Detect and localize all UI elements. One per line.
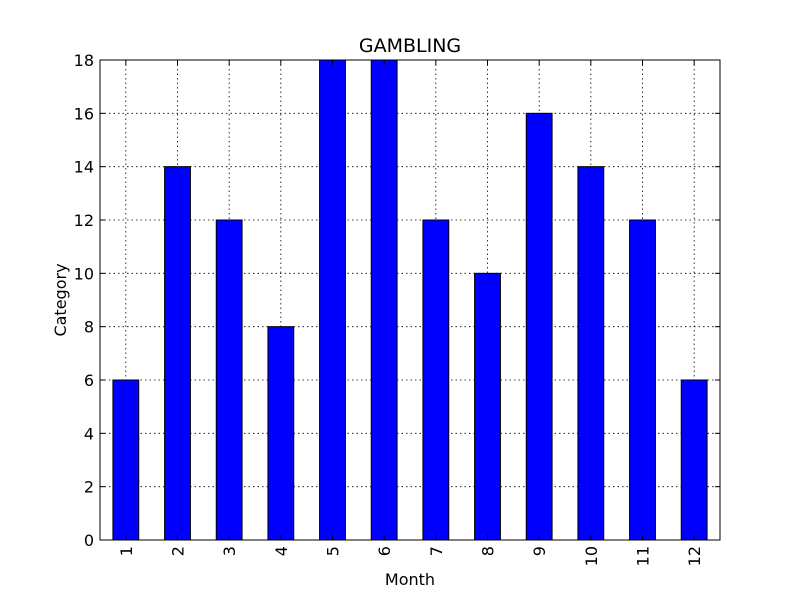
bar-month-1 <box>112 379 140 541</box>
y-tick-label: 12 <box>74 211 94 230</box>
bar-month-6 <box>370 59 398 541</box>
y-tick-label: 14 <box>74 158 94 177</box>
bar-month-3 <box>215 219 243 541</box>
y-tick-label: 18 <box>74 51 94 70</box>
grid <box>100 59 720 541</box>
x-tick-label: 5 <box>324 546 343 556</box>
y-tick-label: 16 <box>74 104 94 123</box>
y-tick-label: 0 <box>84 531 94 550</box>
x-tick-label: 9 <box>530 546 549 556</box>
y-axis-title: Category <box>51 263 70 336</box>
x-tick-label: 10 <box>582 546 601 566</box>
x-tick-label: 6 <box>375 546 394 556</box>
y-tick-label: 2 <box>84 478 94 497</box>
x-tick-label: 3 <box>220 546 239 556</box>
x-tick-label: 4 <box>272 546 291 556</box>
plot-frame <box>99 59 721 541</box>
x-tick-label: 1 <box>117 546 136 556</box>
y-tick-label: 4 <box>84 424 94 443</box>
bar-month-11 <box>629 219 656 541</box>
bar-month-8 <box>474 272 501 541</box>
bar-month-10 <box>577 166 605 541</box>
y-tick-label: 10 <box>74 264 94 283</box>
x-axis: 1 2 3 4 5 6 7 8 9 10 11 12 <box>117 60 704 566</box>
y-tick-label: 6 <box>84 371 94 390</box>
bar-month-9 <box>525 112 553 541</box>
bar-month-4 <box>267 326 295 541</box>
x-tick-label: 11 <box>634 546 653 566</box>
chart-title: GAMBLING <box>359 35 461 57</box>
x-tick-label: 12 <box>685 546 704 566</box>
x-axis-title: Month <box>385 570 435 589</box>
bar-month-5 <box>319 59 346 541</box>
x-tick-label: 2 <box>169 546 188 556</box>
x-tick-label: 7 <box>427 546 446 556</box>
bar-month-7 <box>422 219 450 541</box>
x-tick-label: 8 <box>479 546 498 556</box>
bar-month-12 <box>680 379 708 541</box>
bars <box>112 59 708 541</box>
y-tick-label: 8 <box>84 318 94 337</box>
bar-month-2 <box>164 166 191 541</box>
y-axis: 0 2 4 6 8 10 12 14 16 18 <box>74 51 720 550</box>
